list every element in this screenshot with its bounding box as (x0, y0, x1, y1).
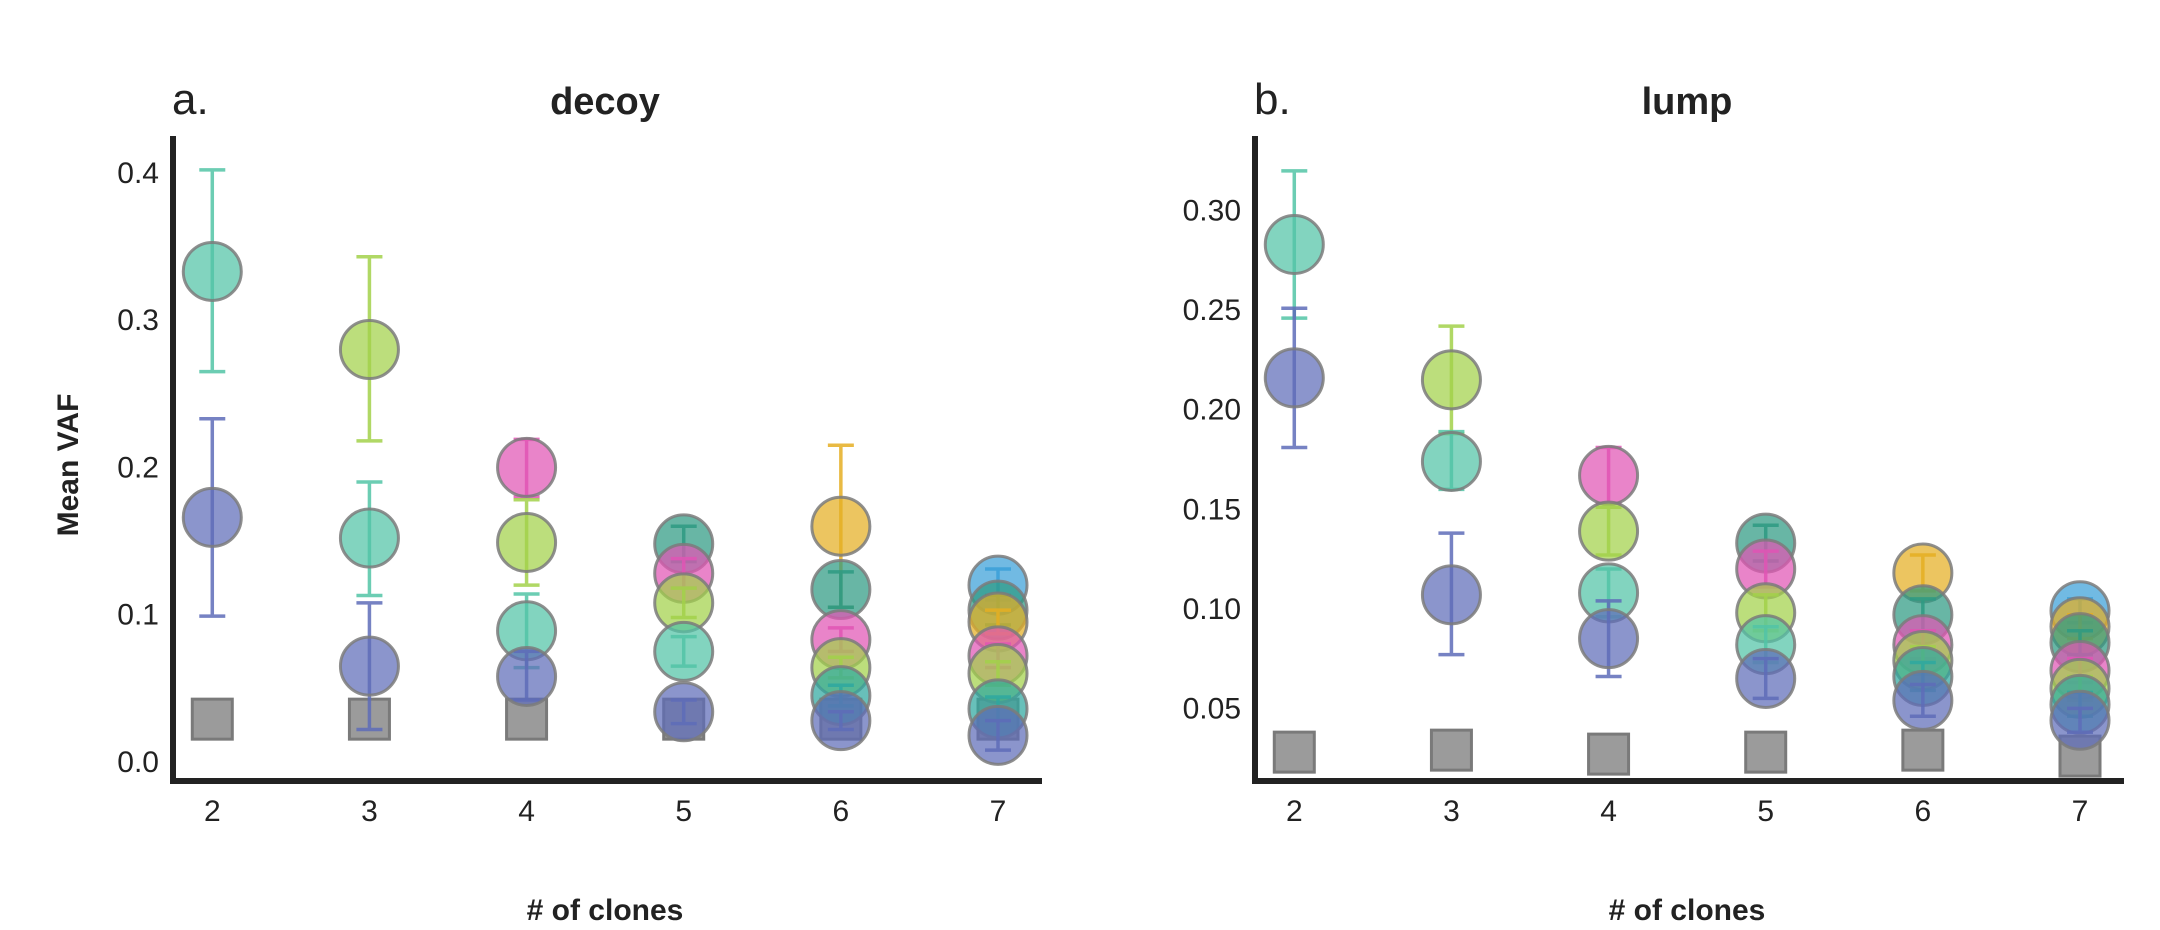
data-point-marker (1735, 647, 1797, 709)
data-point-group (496, 645, 558, 707)
data-point-group (1420, 429, 1482, 492)
chart-title: decoy (550, 81, 660, 123)
data-point-group (181, 416, 243, 618)
data-point-group (653, 681, 715, 743)
y-tick-label: 0.30 (1183, 195, 1241, 228)
data-point-marker (496, 436, 558, 498)
y-tick-label: 0.3 (117, 304, 159, 337)
y-tick-label: 0.20 (1183, 394, 1241, 427)
data-point-group (1420, 324, 1482, 436)
data-point-group (496, 436, 558, 499)
x-tick-label: 6 (1915, 795, 1932, 828)
x-tick-label: 5 (1757, 795, 1774, 828)
plot-area: 0.05 0.10 0.15 0.20 0.25 0.30 2 3 4 5 6 7 (1183, 169, 2111, 828)
data-point-group (181, 168, 243, 374)
x-tick-label: 3 (1443, 795, 1460, 828)
data-point-marker (1578, 444, 1640, 506)
data-point-marker (653, 681, 715, 743)
data-point-group (1578, 444, 1640, 506)
baseline-square-marker (1901, 728, 1945, 772)
y-tick-label: 0.0 (117, 746, 159, 779)
data-point-group (1578, 500, 1640, 562)
data-point-group (338, 480, 400, 598)
x-tick-label: 2 (204, 795, 221, 828)
data-point-marker (653, 620, 715, 682)
x-tick-label: 7 (990, 795, 1007, 828)
data-point-marker (1578, 500, 1640, 562)
data-point-marker (1263, 213, 1325, 275)
y-axis-label: Mean VAF (52, 394, 85, 537)
y-tick-label: 0.15 (1183, 493, 1241, 526)
panel-label: a. (172, 75, 209, 124)
x-tick-label: 6 (833, 795, 850, 828)
panel-label: b. (1254, 75, 1291, 124)
data-point-marker (1420, 564, 1482, 626)
baseline-square-marker (190, 697, 234, 741)
data-point-marker (338, 507, 400, 569)
data-point-marker (181, 486, 243, 548)
data-point-marker (338, 319, 400, 381)
data-point-marker (810, 690, 872, 752)
x-tick-label: 2 (1286, 795, 1303, 828)
x-tick-label: 7 (2072, 795, 2089, 828)
data-point-marker (496, 645, 558, 707)
data-point-group (967, 704, 1029, 766)
y-tick-label: 0.1 (117, 599, 159, 632)
y-tick-label: 0.10 (1183, 593, 1241, 626)
data-point-group (338, 601, 400, 732)
y-tick-label: 0.4 (117, 157, 159, 190)
data-point-marker (1892, 669, 1954, 731)
data-point-marker (1578, 608, 1640, 670)
panel-decoy: a. decoy Mean VAF # of clones 0.00.10.20… (52, 75, 1042, 927)
data-point-marker (810, 495, 872, 557)
baseline-square-marker (1429, 728, 1473, 772)
data-point-marker (1420, 430, 1482, 492)
data-point-group (653, 620, 715, 682)
data-point-group (2049, 689, 2111, 751)
data-point-marker (1263, 347, 1325, 409)
plot-area: 0.0 0.1 0.2 0.3 0.4 2 3 4 5 6 7 (117, 157, 1029, 828)
data-point-marker (2049, 689, 2111, 751)
data-point-marker (967, 704, 1029, 766)
baseline-square-marker (1272, 730, 1316, 774)
data-point-group (1578, 599, 1640, 679)
data-point-group (810, 443, 872, 609)
data-point-group (496, 497, 558, 587)
y-tick-label: 0.05 (1183, 692, 1241, 725)
y-tick-label: 0.2 (117, 451, 159, 484)
data-point-marker (338, 635, 400, 697)
panel-lump: b. lump # of clones 0.05 0.10 0.15 0.20 0.25… (1183, 75, 2124, 927)
chart-title: lump (1642, 81, 1733, 123)
data-point-group (338, 255, 400, 443)
x-tick-label: 3 (361, 795, 378, 828)
y-tick-label: 0.25 (1183, 294, 1241, 327)
data-point-group (1892, 669, 1954, 731)
data-point-marker (1420, 349, 1482, 411)
x-tick-label: 5 (675, 795, 692, 828)
x-tick-label: 4 (518, 795, 535, 828)
data-point-group (1735, 647, 1797, 709)
data-point-group (1263, 306, 1325, 450)
data-point-group (1263, 169, 1325, 320)
baseline-square-marker (1587, 732, 1631, 776)
data-point-marker (496, 511, 558, 573)
data-point-group (1420, 531, 1482, 657)
x-axis-label: # of clones (527, 894, 684, 927)
data-point-group (810, 690, 872, 752)
x-axis-label: # of clones (1609, 894, 1766, 927)
baseline-square-marker (1744, 730, 1788, 774)
data-point-marker (181, 240, 243, 302)
x-tick-label: 4 (1600, 795, 1617, 828)
